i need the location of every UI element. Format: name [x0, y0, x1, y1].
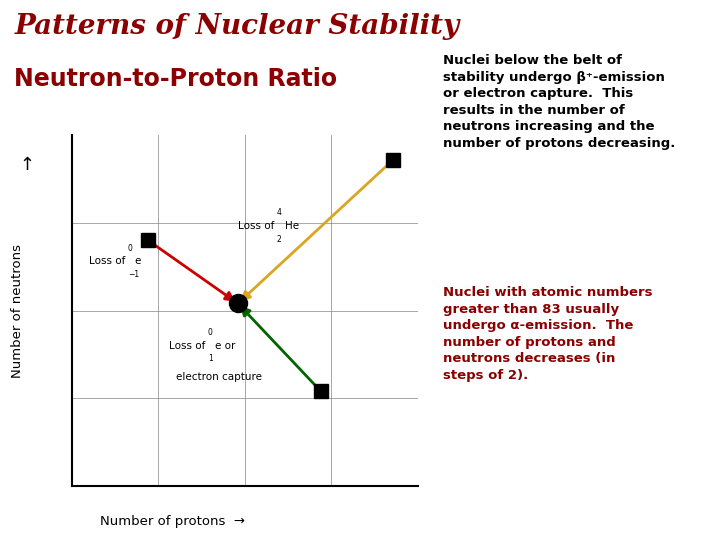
- Text: Loss of: Loss of: [168, 341, 208, 350]
- Text: 0: 0: [128, 244, 133, 253]
- Text: Number of protons  →: Number of protons →: [100, 515, 246, 528]
- Text: Nuclei with atomic numbers
greater than 83 usually
undergo α-emission.  The
numb: Nuclei with atomic numbers greater than …: [443, 286, 652, 382]
- Text: −1: −1: [128, 270, 139, 279]
- Text: electron capture: electron capture: [176, 372, 261, 382]
- Text: Number of neutrons: Number of neutrons: [12, 244, 24, 377]
- Text: Loss of: Loss of: [238, 221, 277, 231]
- Text: 0: 0: [208, 328, 212, 337]
- Text: Loss of: Loss of: [89, 256, 129, 266]
- Text: 4: 4: [277, 208, 282, 218]
- Text: He: He: [284, 221, 299, 231]
- Text: Neutron-to-Proton Ratio: Neutron-to-Proton Ratio: [14, 68, 338, 91]
- Text: e: e: [134, 256, 140, 266]
- Text: 1: 1: [208, 354, 212, 363]
- Text: 2: 2: [277, 235, 282, 244]
- Text: Patterns of Nuclear Stability: Patterns of Nuclear Stability: [14, 14, 459, 40]
- Text: ↑: ↑: [19, 156, 35, 174]
- Text: Nuclei below the belt of
stability undergo β⁺-emission
or electron capture.  Thi: Nuclei below the belt of stability under…: [443, 54, 675, 150]
- Text: e or: e or: [215, 341, 235, 350]
